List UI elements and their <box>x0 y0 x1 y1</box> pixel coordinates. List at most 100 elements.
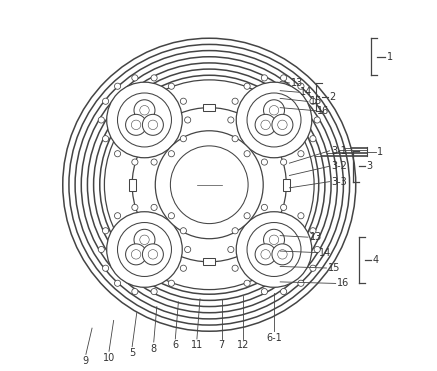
Circle shape <box>125 244 146 265</box>
Circle shape <box>132 108 286 262</box>
Circle shape <box>232 98 238 104</box>
Circle shape <box>255 244 276 265</box>
Circle shape <box>118 223 171 276</box>
Bar <box>283 179 290 191</box>
Circle shape <box>272 244 293 265</box>
Circle shape <box>103 136 109 142</box>
Circle shape <box>151 289 157 295</box>
Circle shape <box>118 93 171 147</box>
Circle shape <box>261 120 271 129</box>
Circle shape <box>277 120 287 129</box>
Circle shape <box>180 136 187 142</box>
Circle shape <box>132 250 141 259</box>
Text: 1: 1 <box>377 147 383 157</box>
Circle shape <box>132 289 138 295</box>
Circle shape <box>107 212 182 287</box>
Circle shape <box>168 151 174 157</box>
Circle shape <box>132 75 138 81</box>
Text: 16: 16 <box>337 278 350 288</box>
Circle shape <box>244 213 250 219</box>
Circle shape <box>151 204 157 210</box>
Circle shape <box>180 228 187 234</box>
Circle shape <box>142 244 163 265</box>
Circle shape <box>310 265 316 271</box>
Circle shape <box>103 98 109 104</box>
Circle shape <box>269 105 279 115</box>
Circle shape <box>228 117 234 123</box>
Text: 15: 15 <box>328 263 340 273</box>
Text: 14: 14 <box>319 247 331 257</box>
Circle shape <box>261 75 267 81</box>
Circle shape <box>168 83 174 89</box>
Circle shape <box>232 265 238 271</box>
Text: 2: 2 <box>329 92 336 102</box>
Circle shape <box>264 229 284 250</box>
Circle shape <box>269 235 279 244</box>
Circle shape <box>134 100 155 121</box>
Circle shape <box>261 289 267 295</box>
Circle shape <box>314 117 320 123</box>
Circle shape <box>255 114 276 135</box>
Circle shape <box>261 159 267 165</box>
Text: 13: 13 <box>291 78 303 88</box>
Circle shape <box>151 159 157 165</box>
Text: 4: 4 <box>373 255 379 265</box>
Circle shape <box>180 265 187 271</box>
Circle shape <box>232 136 238 142</box>
Circle shape <box>272 114 293 135</box>
Circle shape <box>298 280 304 286</box>
Circle shape <box>134 229 155 250</box>
Text: 3-2: 3-2 <box>331 161 347 171</box>
Text: 8: 8 <box>151 344 157 354</box>
Circle shape <box>236 82 312 158</box>
Text: 14: 14 <box>300 87 312 97</box>
Circle shape <box>114 280 121 286</box>
Circle shape <box>170 146 248 224</box>
Circle shape <box>155 131 263 239</box>
Circle shape <box>168 280 174 286</box>
Circle shape <box>298 213 304 219</box>
Text: 9: 9 <box>83 356 89 366</box>
Circle shape <box>125 114 146 135</box>
Circle shape <box>142 114 163 135</box>
Text: 7: 7 <box>218 341 225 351</box>
Circle shape <box>98 246 104 253</box>
Circle shape <box>184 246 191 253</box>
Circle shape <box>236 212 312 287</box>
Text: 10: 10 <box>103 353 115 363</box>
Text: 6: 6 <box>172 341 178 351</box>
Circle shape <box>114 213 121 219</box>
Circle shape <box>140 105 149 115</box>
Circle shape <box>310 136 316 142</box>
Circle shape <box>281 204 287 210</box>
Circle shape <box>298 151 304 157</box>
Text: 6-1: 6-1 <box>266 333 282 343</box>
Text: 3: 3 <box>367 161 373 171</box>
Circle shape <box>148 120 158 129</box>
Circle shape <box>314 246 320 253</box>
Circle shape <box>261 250 271 259</box>
Circle shape <box>132 120 141 129</box>
Text: 3-3: 3-3 <box>331 177 347 187</box>
Circle shape <box>310 98 316 104</box>
Circle shape <box>232 228 238 234</box>
Circle shape <box>281 159 287 165</box>
Text: 13: 13 <box>309 232 322 242</box>
Circle shape <box>103 265 109 271</box>
Circle shape <box>244 280 250 286</box>
Circle shape <box>184 117 191 123</box>
Circle shape <box>281 75 287 81</box>
Circle shape <box>247 93 301 147</box>
Bar <box>204 104 215 111</box>
Circle shape <box>298 83 304 89</box>
Circle shape <box>244 151 250 157</box>
Circle shape <box>281 289 287 295</box>
Circle shape <box>180 98 187 104</box>
Circle shape <box>107 82 182 158</box>
Circle shape <box>261 204 267 210</box>
Circle shape <box>168 213 174 219</box>
Circle shape <box>114 83 121 89</box>
Circle shape <box>132 204 138 210</box>
Bar <box>128 179 135 191</box>
Circle shape <box>132 159 138 165</box>
